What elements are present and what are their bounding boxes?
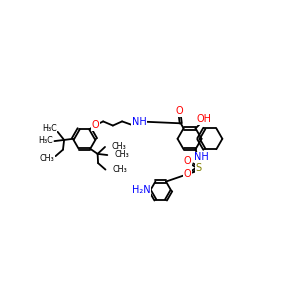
Text: OH: OH — [197, 114, 212, 124]
Text: H₃C: H₃C — [42, 124, 57, 133]
Text: O: O — [175, 106, 183, 116]
Text: O: O — [183, 156, 191, 167]
Text: CH₃: CH₃ — [40, 154, 55, 163]
Text: O: O — [183, 169, 191, 179]
Text: O: O — [92, 120, 100, 130]
Text: S: S — [196, 163, 202, 173]
Text: H₂N: H₂N — [131, 185, 150, 195]
Text: CH₃: CH₃ — [112, 142, 127, 151]
Text: CH₃: CH₃ — [112, 165, 127, 174]
Text: CH₃: CH₃ — [114, 150, 129, 159]
Text: NH: NH — [194, 152, 209, 162]
Text: H₃C: H₃C — [38, 136, 53, 145]
Text: NH: NH — [132, 117, 146, 127]
